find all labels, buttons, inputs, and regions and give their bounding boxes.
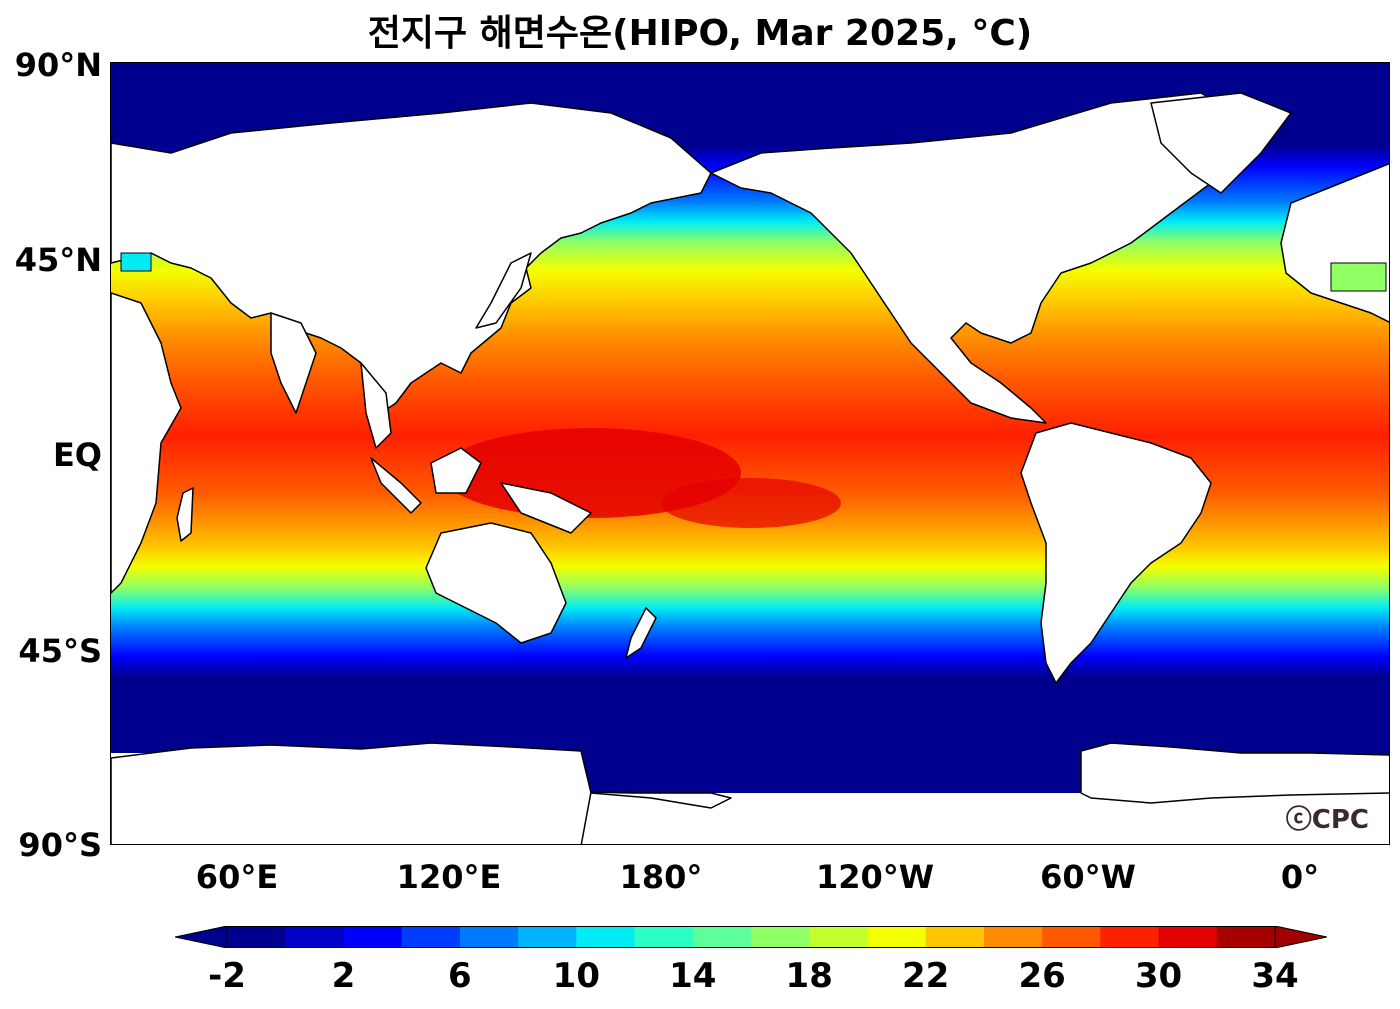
land-sumatra [370,457,422,514]
land-japan [475,252,532,329]
colorbar-swatch [401,926,461,948]
colorbar-tick-label: 22 [901,956,950,996]
colorbar-swatch [925,926,985,948]
land-indochina [360,362,392,449]
colorbar-tick-label: 2 [331,956,356,996]
colorbar-swatch [1042,926,1101,948]
lon-label-60w: 60°W [1040,858,1136,896]
southern-ocean-band [581,751,1081,793]
land-south-america [1020,422,1212,684]
sst-map: ⓒCPC [110,62,1390,845]
colorbar-swatch [809,926,868,948]
lat-label-eq: EQ [52,436,102,474]
warm-pool-east [661,478,841,528]
colorbar-swatch [343,926,403,948]
colorbar-swatch [751,926,810,948]
sst-map-svg [111,63,1389,844]
lon-label-180: 180° [619,858,703,896]
colorbar-swatch [576,926,636,948]
lon-label-120e: 120°E [396,858,502,896]
colorbar-swatch [459,926,519,948]
lon-label-120w: 120°W [815,858,935,896]
colorbar-swatch [1158,926,1218,948]
colorbar-svg [174,925,1328,949]
lon-label-0: 0° [1280,858,1320,896]
colorbar-swatch [692,926,752,948]
colorbar-swatch [285,926,344,948]
colorbar-swatch [867,926,927,948]
colorbar-swatch [983,926,1043,948]
land-madagascar [176,487,194,542]
colorbar-over-arrow [1274,925,1328,949]
colorbar-swatch [634,926,694,948]
colorbar-tick-label: 30 [1134,956,1183,996]
colorbar-tick-label: 26 [1018,956,1066,996]
colorbar-tick-label: 14 [669,956,717,996]
colorbar-swatch [1100,926,1160,948]
colorbar-tick-label: -2 [208,956,246,996]
watermark-cpc: ⓒCPC [1285,805,1369,835]
land-borneo [430,447,482,494]
land-antarctica [111,742,1389,844]
lat-label-45n: 45°N [14,241,102,279]
colorbar-swatch [227,926,286,948]
lat-label-90s: 90°S [18,826,102,864]
lat-label-90n: 90°N [14,46,102,84]
colorbar-swatch [1216,926,1276,948]
land-north-america [710,92,1252,424]
land-india [270,312,317,414]
land-eurasia [111,102,712,414]
colorbar-border [226,926,1276,948]
colorbar-tick-label: 10 [552,956,600,996]
colorbar-swatch [518,926,577,948]
land-africa [111,292,182,594]
land-new-zealand [625,607,657,659]
colorbar-tick-label: 18 [785,956,833,996]
colorbar-under-arrow [174,925,228,949]
land-new-guinea [500,482,592,534]
map-title: 전지구 해면수온(HIPO, Mar 2025, °C) [367,13,1033,54]
colorbar-tick-label: 34 [1251,956,1299,996]
colorbar-tick-label: 6 [448,956,472,996]
black-sea [120,252,152,272]
lon-label-60e: 60°E [195,858,279,896]
lat-label-45s: 45°S [18,632,102,670]
colorbar [174,925,1328,949]
mediterranean-sea [1330,262,1387,292]
land-greenland [1150,92,1292,194]
land-australia [425,522,567,644]
